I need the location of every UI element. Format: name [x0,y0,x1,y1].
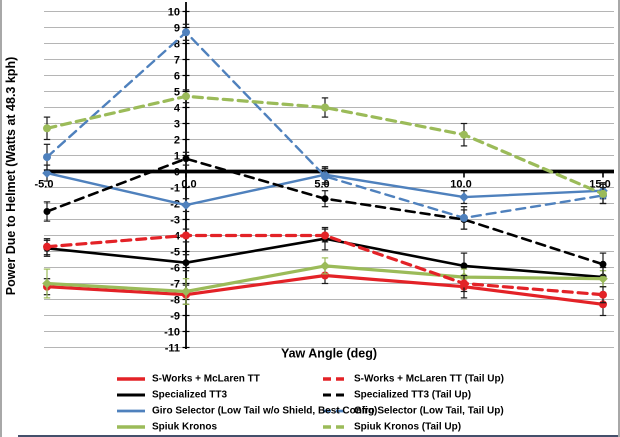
series-marker-2 [459,192,469,202]
series-marker-7 [460,130,468,139]
x-axis-title: Yaw Angle (deg) [281,347,377,361]
y-tick-label: -5 [170,246,180,258]
y-tick-label: -9 [170,310,180,322]
series-marker-6 [460,213,468,222]
yaw-vs-helmet-power-chart: 109876543210-1-2-3-4-5-6-7-8-9-10-11-5.0… [4,2,614,361]
y-tick-label: -6 [170,262,180,274]
legend-item-sworks-mclaren: S-Works + McLaren TT [116,371,322,387]
series-marker-5 [599,260,607,268]
y-tick-label: -2 [170,198,180,210]
series-marker-5 [321,195,329,203]
series-marker-5 [43,208,51,215]
series-marker-4 [460,279,468,288]
series-marker-2 [181,200,191,210]
legend-label: Giro Selector (Low Tail w/o Shield, Best… [152,405,378,416]
series-marker-4 [43,242,51,251]
y-axis-title: Power Due to Helmet (Watts at 48.3 kph) [4,57,18,295]
y-tick-label: 9 [174,22,180,34]
series-marker-2 [42,168,52,178]
series-marker-3 [598,273,608,284]
y-tick-label: 4 [174,102,181,114]
series-marker-5 [182,155,190,163]
x-tick-label: 10.0 [450,179,471,191]
legend-item-sworks-mclaren-tailup: S-Works + McLaren TT (Tail Up) [322,371,618,387]
y-tick-label: -3 [170,214,180,226]
window-bottom-edge [18,435,618,437]
series-marker-7 [182,92,190,101]
series-line-6 [45,31,605,220]
x-tick-label: -5.0 [35,179,54,191]
legend-item-giro-selector: Giro Selector (Low Tail w/o Shield, Best… [116,403,377,419]
series-marker-4 [321,231,329,240]
y-tick-label: 1 [174,150,180,162]
legend-dashed-line-sample-icon [323,393,347,397]
legend-label: Spiuk Kronos (Tail Up) [354,421,462,432]
x-tick-label: 0.0 [181,179,196,191]
legend-dashed-line-sample-icon [323,425,347,429]
y-tick-label: -11 [165,342,180,354]
legend-item-giro-selector-tailup: Giro Selector (Low Tail, Tail Up) [322,403,618,419]
series-line-7 [45,94,605,196]
legend-label: Giro Selector (Low Tail, Tail Up) [354,405,504,416]
legend-line-sample-icon [117,393,145,397]
series-marker-1 [460,262,468,270]
series-marker-6 [321,172,329,181]
series-marker-3 [42,278,52,289]
legend-item-specialized-tt3-tailup: Specialized TT3 (Tail Up) [322,387,618,403]
legend-label: S-Works + McLaren TT [152,373,260,384]
legend-label: Specialized TT3 (Tail Up) [354,389,472,400]
legend-item-spiuk-kronos: Spiuk Kronos [116,419,322,435]
y-tick-label: 10 [168,6,180,18]
legend-label: S-Works + McLaren TT (Tail Up) [354,373,504,384]
series-marker-7 [599,189,607,198]
series-marker-4 [182,231,190,240]
legend-line-sample-icon [117,377,145,381]
y-tick-label: -7 [170,278,180,290]
y-tick-label: -8 [170,294,180,306]
series-marker-7 [321,103,329,112]
y-tick-label: 3 [174,118,180,130]
y-tick-label: 8 [174,38,180,50]
chart-legend: S-Works + McLaren TT Specialized TT3 Gir… [116,371,618,435]
legend-label: Spiuk Kronos [152,421,218,432]
legend-line-sample-icon [117,425,145,429]
y-tick-label: 2 [174,134,180,146]
series-marker-1 [182,259,190,267]
series-marker-6 [43,153,51,162]
y-tick-label: 6 [174,70,180,82]
legend-dashed-line-sample-icon [323,409,347,413]
y-tick-label: 7 [174,54,180,66]
legend-item-spiuk-kronos-tailup: Spiuk Kronos (Tail Up) [322,419,618,435]
y-tick-label: -10 [164,326,180,338]
y-tick-label: 5 [174,86,180,98]
series-marker-3 [320,261,330,271]
legend-label: Specialized TT3 [152,389,228,400]
series-marker-4 [599,290,607,299]
y-tick-label: -1 [170,182,180,194]
series-marker-3 [181,286,191,297]
legend-item-specialized-tt3: Specialized TT3 [116,387,322,403]
legend-line-sample-icon [117,409,145,413]
series-marker-7 [43,124,51,133]
legend-dashed-line-sample-icon [323,377,347,381]
series-marker-6 [182,28,190,37]
